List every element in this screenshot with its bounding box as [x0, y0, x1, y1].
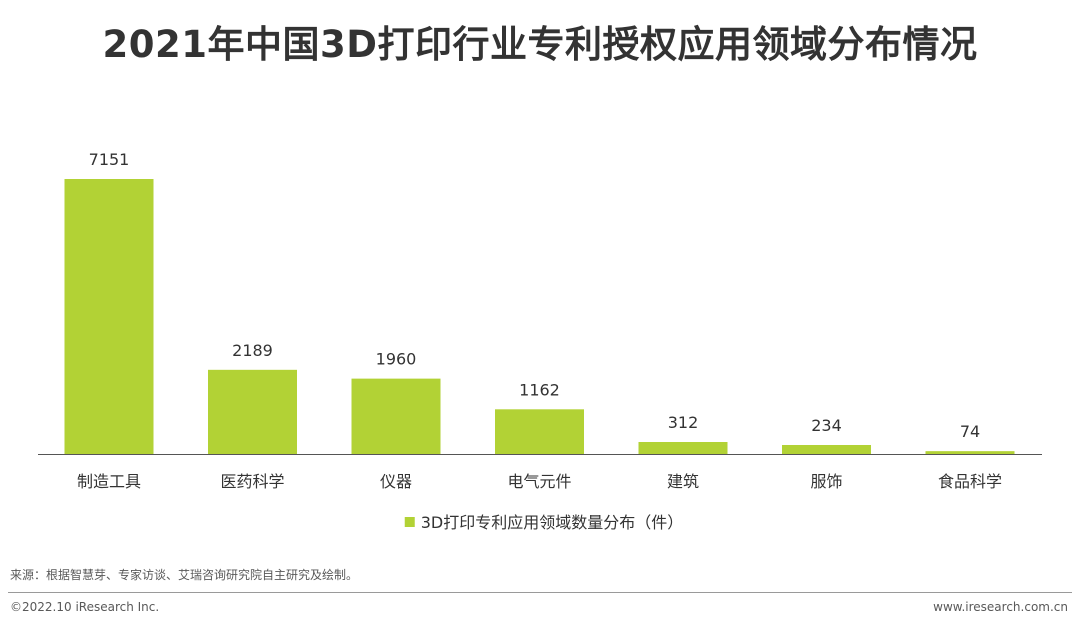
data-label-6: 234 — [811, 416, 842, 435]
category-label-1: 制造工具 — [77, 472, 141, 491]
category-label-2: 医药科学 — [220, 472, 284, 491]
category-label-3: 仪器 — [380, 472, 412, 491]
bar-6 — [782, 445, 871, 454]
bar-2 — [208, 369, 297, 454]
website-link[interactable]: www.iresearch.com.cn — [933, 600, 1068, 614]
bar-3 — [351, 378, 441, 454]
legend-swatch — [404, 517, 415, 527]
data-label-4: 1162 — [519, 380, 560, 399]
data-label-5: 312 — [668, 413, 699, 432]
data-label-1: 7151 — [89, 150, 130, 169]
data-label-2: 2189 — [232, 341, 273, 360]
category-label-4: 电气元件 — [507, 472, 571, 491]
data-label-3: 1960 — [376, 350, 417, 369]
category-label-7: 食品科学 — [938, 472, 1002, 491]
source-note: 来源：根据智慧芽、专家访谈、艾瑞咨询研究院自主研究及绘制。 — [10, 568, 359, 582]
footer-divider — [8, 592, 1072, 593]
data-label-7: 74 — [960, 422, 980, 441]
category-label-6: 服饰 — [810, 472, 842, 491]
bar-chart: 7151 制造工具 2189 医药科学 1960 仪器 1162 电气元件 312 建筑 234 服饰… — [38, 150, 1042, 532]
copyright-text: ©2022.10 iResearch Inc. — [10, 600, 160, 614]
bar-7 — [925, 451, 1015, 454]
legend-label: 3D打印专利应用领域数量分布（件） — [421, 513, 684, 532]
bar-5 — [638, 442, 728, 454]
bar-1 — [64, 179, 154, 454]
category-label-5: 建筑 — [667, 472, 699, 491]
bar-4 — [495, 409, 584, 454]
page-title: 2021年中国3D打印行业专利授权应用领域分布情况 — [102, 23, 978, 66]
